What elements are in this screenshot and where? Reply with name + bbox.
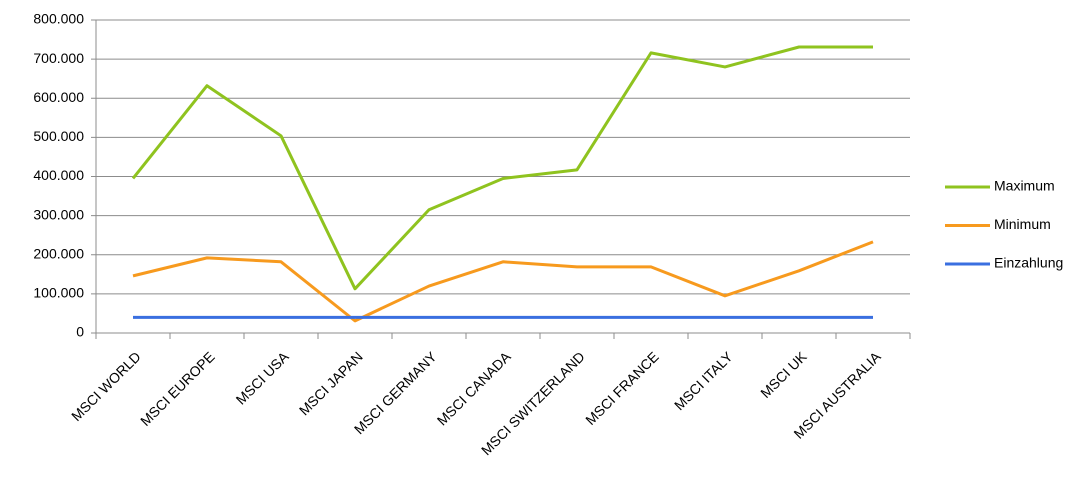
y-tick-label: 800.000 — [33, 11, 84, 27]
x-tick-label: MSCI GERMANY — [351, 348, 440, 437]
x-tick-label: MSCI FRANCE — [582, 348, 662, 428]
x-tick-label: MSCI JAPAN — [296, 348, 366, 418]
y-tick-label: 500.000 — [33, 128, 84, 144]
x-tick-label: MSCI UK — [757, 348, 810, 401]
x-tick-label: MSCI EUROPE — [137, 348, 218, 429]
y-tick-label: 700.000 — [33, 50, 84, 66]
x-tick-label: MSCI USA — [233, 348, 293, 408]
y-tick-label: 100.000 — [33, 285, 84, 301]
series-line — [131, 45, 873, 291]
x-tick-label: MSCI CANADA — [434, 348, 515, 429]
y-tick-label: 200.000 — [33, 245, 84, 261]
x-tick-label: MSCI ITALY — [671, 348, 736, 413]
legend-label: Einzahlung — [994, 255, 1063, 271]
legend-label: Maximum — [994, 178, 1055, 194]
y-tick-label: 0 — [76, 324, 84, 340]
y-tick-label: 400.000 — [33, 167, 84, 183]
series-line — [132, 240, 874, 323]
y-tick-label: 600.000 — [33, 89, 84, 105]
y-tick-label: 300.000 — [33, 206, 84, 222]
legend-label: Minimum — [994, 216, 1051, 232]
x-tick-label: MSCI WORLD — [68, 348, 144, 424]
